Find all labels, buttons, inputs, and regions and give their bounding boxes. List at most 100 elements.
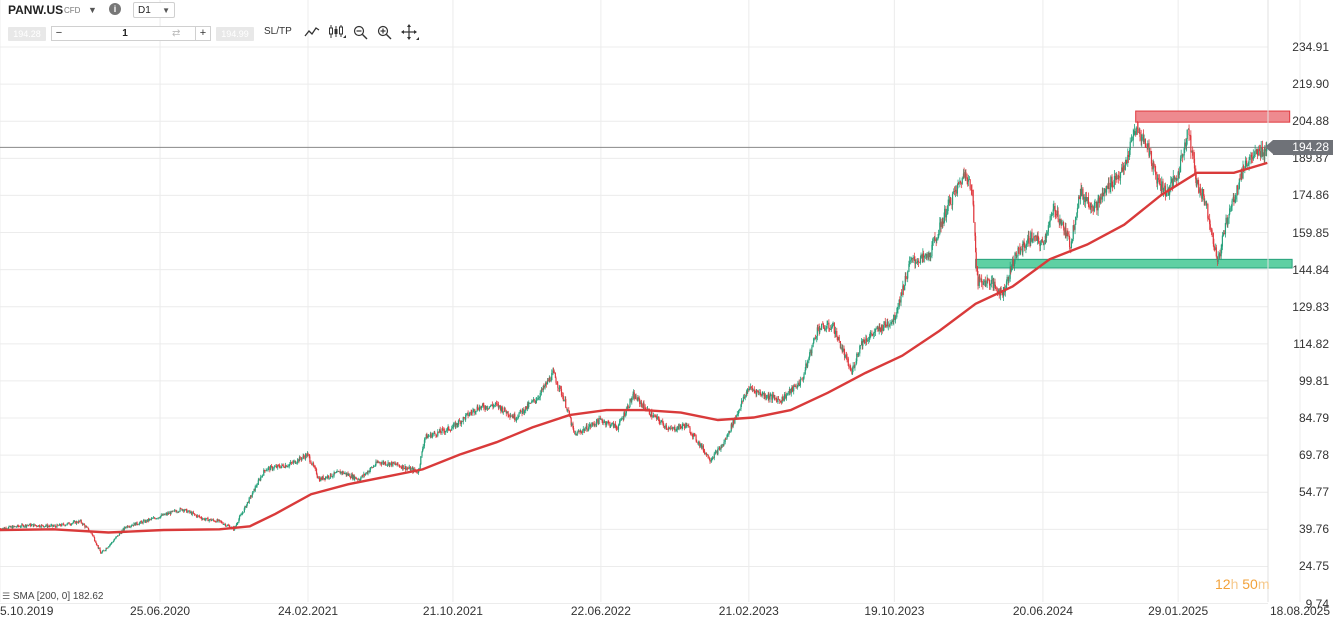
candle-down (147, 519, 150, 521)
candle-up (747, 388, 749, 394)
candle-down (1041, 239, 1043, 243)
candle-up (808, 355, 811, 359)
line-chart-icon[interactable] (304, 25, 320, 39)
candle-down (1102, 192, 1104, 197)
candle-down (844, 351, 846, 358)
candle-down (39, 526, 41, 528)
candle-down (315, 468, 318, 475)
candle-down (871, 334, 874, 336)
zoom-out-icon[interactable] (353, 25, 368, 40)
candle-up (298, 456, 301, 462)
candle-up (790, 388, 792, 394)
candle-down (901, 292, 903, 295)
candle-down (1127, 154, 1130, 157)
increase-button[interactable]: + (195, 27, 210, 40)
candle-down (306, 454, 308, 457)
candle-down (1100, 197, 1102, 200)
zoom-in-icon[interactable] (377, 25, 392, 40)
candle-up (266, 469, 268, 471)
swap-icon[interactable]: ⇄ (172, 28, 181, 39)
candle-up (545, 382, 547, 386)
candle-up (922, 253, 924, 258)
candle-up (721, 444, 723, 448)
chevron-down-icon: ▼ (162, 6, 170, 15)
candle-up (1230, 207, 1232, 209)
candle-down (547, 380, 549, 382)
candle-down (388, 462, 390, 466)
candle-up (916, 260, 918, 263)
candle-down (1045, 235, 1047, 238)
candle-up (811, 346, 813, 354)
resistance-zone[interactable] (1135, 110, 1291, 123)
candle-up (110, 542, 113, 544)
candle-up (1048, 221, 1051, 226)
candle-down (64, 524, 66, 526)
candle-down (995, 286, 997, 288)
candle-up (519, 410, 521, 414)
candle-up (248, 497, 250, 503)
candle-up (103, 550, 105, 552)
candle-up (408, 466, 410, 469)
candle-up (908, 261, 911, 264)
candle-down (435, 433, 437, 436)
candle-up (563, 400, 565, 402)
candle-up (261, 475, 264, 477)
candle-down (1080, 188, 1082, 197)
info-icon[interactable]: i (109, 3, 121, 15)
quantity-stepper[interactable]: − 1 ⇄ + (51, 26, 211, 41)
candle-down (448, 426, 450, 431)
candle-down (1198, 183, 1200, 193)
candle-up (253, 489, 255, 492)
candle-up (799, 385, 801, 387)
candle-up (1204, 201, 1206, 203)
bid-price[interactable]: 194.28 (8, 27, 46, 41)
candle-down (527, 403, 529, 408)
candle-up (1005, 281, 1008, 289)
candle-down (1153, 162, 1155, 166)
candle-up (548, 377, 550, 382)
candle-up (788, 389, 791, 393)
candle-up (802, 378, 805, 380)
candle-down (146, 520, 148, 522)
decrease-button[interactable]: − (55, 27, 63, 39)
candle-up (1256, 149, 1258, 151)
candle-down (913, 257, 915, 261)
candle-down (828, 328, 831, 330)
candle-up (15, 526, 17, 528)
quantity-value[interactable]: 1 (122, 28, 128, 39)
timeframe-select[interactable]: D1 ▼ (133, 2, 175, 18)
candle-down (163, 513, 165, 516)
candle-down (314, 466, 316, 468)
symbol-dropdown-icon[interactable]: ▼ (88, 5, 97, 15)
candle-up (1107, 182, 1109, 189)
candle-up (621, 418, 623, 420)
candle-up (529, 402, 531, 404)
candle-up (165, 513, 167, 515)
candle-down (213, 520, 215, 522)
candles-icon[interactable] (328, 24, 346, 40)
candle-down (285, 465, 287, 467)
ask-price[interactable]: 194.99 (216, 27, 254, 41)
candle-down (198, 515, 201, 517)
candle-down (576, 433, 578, 436)
sltp-button[interactable]: SL/TP (264, 26, 292, 37)
candle-up (382, 461, 384, 463)
candle-down (271, 466, 273, 470)
support-zone[interactable] (975, 258, 1293, 269)
crosshair-icon[interactable] (401, 24, 419, 41)
candle-up (486, 408, 489, 410)
zone-layer (975, 110, 1293, 269)
candle-up (559, 385, 561, 390)
indicator-menu-icon[interactable]: ☰ (2, 591, 11, 601)
symbol-name[interactable]: PANW.US (8, 3, 64, 17)
sma-indicator-label[interactable]: ☰ SMA [200, 0] 182.62 (2, 591, 103, 602)
candle-up (718, 447, 720, 449)
candle-up (1084, 196, 1086, 203)
candle-up (758, 392, 760, 394)
candle-down (1024, 245, 1026, 249)
candle-up (591, 422, 593, 426)
x-tick-label: 24.02.2021 (277, 604, 339, 618)
candle-down (345, 472, 347, 476)
